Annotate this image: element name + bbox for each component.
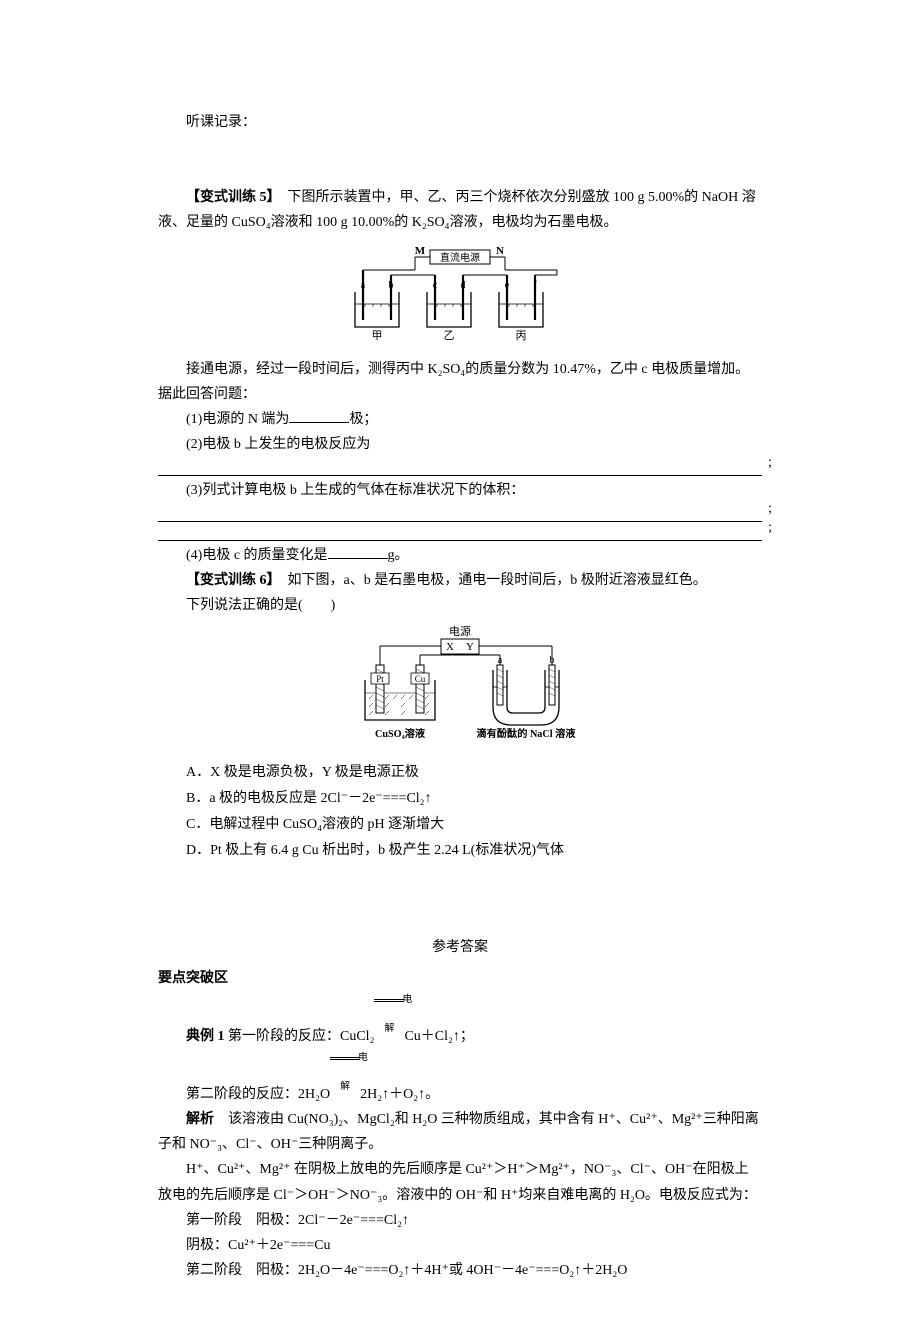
svg-text:a: a <box>498 655 503 666</box>
answer-section: 要点突破区 <box>158 966 762 991</box>
option-b: B．a 极的电极反应是 2Cl⁻－2e⁻===Cl₂↑ <box>186 786 762 811</box>
exercise6-options: A．X 极是电源负极，Y 极是电源正极 B．a 极的电极反应是 2Cl⁻－2e⁻… <box>186 760 762 864</box>
svg-text:CuSO₄溶液: CuSO₄溶液 <box>375 727 426 740</box>
ans-line1: 第一阶段 阳极：2Cl⁻－2e⁻===Cl₂↑ <box>158 1208 762 1233</box>
ex5-q1: (1)电源的 N 端为极； <box>158 407 762 432</box>
svg-text:b: b <box>389 280 394 291</box>
exercise6-intro-text: 如下图，a、b 是石墨电极，通电一段时间后，b 极附近溶液显红色。 <box>288 573 707 588</box>
analysis2: H⁺、Cu²⁺、Mg²⁺ 在阴极上放电的先后顺序是 Cu²⁺＞H⁺＞Mg²⁺，N… <box>158 1157 762 1207</box>
option-c: C．电解过程中 CuSO₄溶液的 pH 逐渐增大 <box>186 812 762 837</box>
option-d: D．Pt 极上有 6.4 g Cu 析出时，b 极产生 2.24 L(标准状况)… <box>186 838 762 863</box>
ans-line3: 第二阶段 阳极：2H₂O－4e⁻===O₂↑＋4H⁺或 4OH⁻－4e⁻===O… <box>158 1258 762 1283</box>
ans-line2: 阴极：Cu²⁺＋2e⁻===Cu <box>158 1233 762 1258</box>
ex5-q2: (2)电极 b 上发生的电极反应为 <box>158 432 762 457</box>
ex1-stage1: 典例 1 第一阶段的反应：CuCl₂电解Cu＋Cl₂↑； <box>158 991 762 1049</box>
svg-text:M: M <box>415 245 426 257</box>
svg-text:e: e <box>505 280 510 291</box>
svg-text:甲: 甲 <box>372 330 383 342</box>
ex5-q3: (3)列式计算电极 b 上生成的气体在标准状况下的体积： <box>158 478 762 503</box>
svg-text:Pt: Pt <box>376 674 384 684</box>
svg-text:N: N <box>496 245 504 257</box>
blank-line <box>158 460 762 477</box>
ex5-q4: (4)电极 c 的质量变化是g。 <box>158 543 762 568</box>
svg-text:电源: 电源 <box>449 625 471 638</box>
exercise6-diagram: 电源 X Y Pt Cu <box>158 625 762 754</box>
blank-line <box>158 524 762 541</box>
exercise5-post: 接通电源，经过一段时间后，测得丙中 K₂SO₄的质量分数为 10.47%，乙中 … <box>158 357 762 407</box>
svg-text:d: d <box>461 280 466 291</box>
notes-header: 听课记录： <box>158 110 762 135</box>
ex1-stage2: 第二阶段的反应：2H₂O电解2H₂↑＋O₂↑。 <box>158 1049 762 1107</box>
svg-text:c: c <box>433 280 438 291</box>
exercise6-intro: 【变式训练 6】 如下图，a、b 是石墨电极，通电一段时间后，b 极附近溶液显红… <box>158 568 762 593</box>
svg-text:乙: 乙 <box>444 329 455 342</box>
exercise5-diagram: 直流电源 M N a b 甲 c d 乙 <box>158 242 762 351</box>
svg-text:丙: 丙 <box>516 330 527 342</box>
exercise5-intro: 【变式训练 5】 下图所示装置中，甲、乙、丙三个烧杯依次分别盛放 100 g 5… <box>158 185 762 235</box>
svg-text:f: f <box>533 280 537 291</box>
power-label: 直流电源 <box>440 251 480 264</box>
blank-line <box>158 505 762 522</box>
svg-text:Cu: Cu <box>415 674 426 684</box>
svg-text:X: X <box>446 641 454 653</box>
svg-text:b: b <box>550 655 555 666</box>
svg-text:Y: Y <box>466 641 474 653</box>
answer-title: 参考答案 <box>158 935 762 960</box>
exercise5-title: 【变式训练 5】 <box>186 190 274 205</box>
svg-text:滴有酚酞的 NaCl 溶液: 滴有酚酞的 NaCl 溶液 <box>476 727 576 740</box>
exercise6-prompt: 下列说法正确的是( ) <box>158 593 762 618</box>
svg-text:a: a <box>361 280 366 291</box>
option-a: A．X 极是电源负极，Y 极是电源正极 <box>186 760 762 785</box>
analysis1: 解析 该溶液由 Cu(NO₃)₂、MgCl₂和 H₂O 三种物质组成，其中含有 … <box>158 1107 762 1157</box>
exercise6-title: 【变式训练 6】 <box>186 573 274 588</box>
